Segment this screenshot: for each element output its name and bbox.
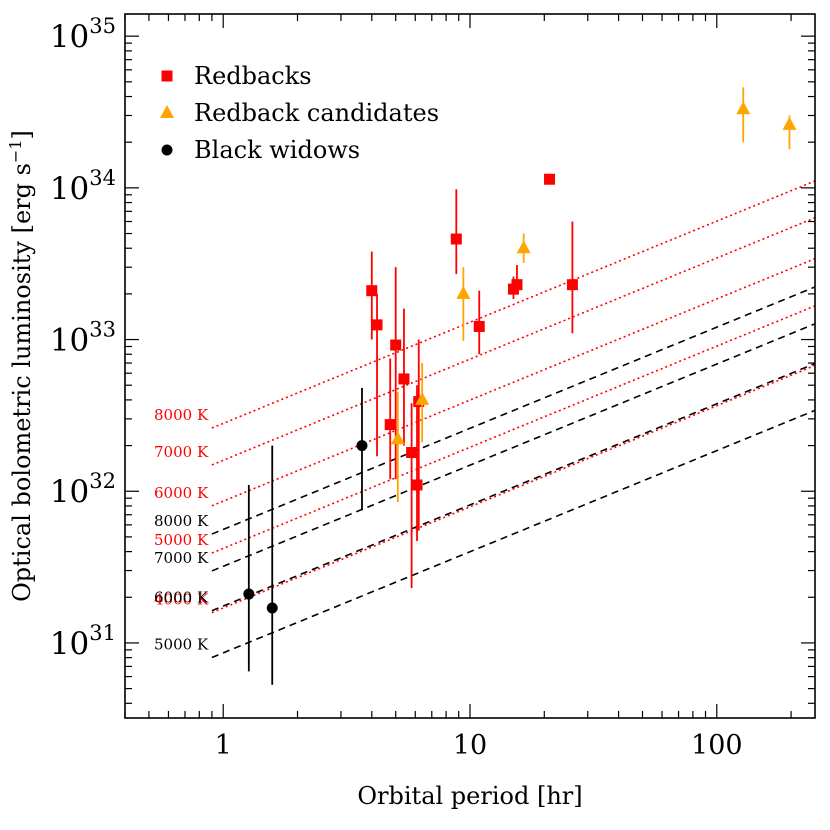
x-tick-label: 100 (691, 730, 743, 761)
isotherm-label: 5000 K (154, 531, 209, 549)
isotherm-labels: 8000 K 7000 K 6000 K 5000 K 4000 K 8000 K 7000… (154, 406, 209, 653)
redbacks-point (566, 279, 578, 291)
plot-frame (124, 13, 816, 719)
x-tick-label: 10 (453, 730, 487, 761)
isotherm-line (211, 257, 815, 507)
isotherm-lines (211, 180, 815, 659)
isotherm-line (211, 364, 815, 614)
y-axis-label-exponent: −1 (6, 139, 25, 163)
y-tick-label: 1033 (50, 318, 116, 359)
redback-candidates-point (782, 116, 797, 130)
redbacks-point (366, 285, 378, 297)
isotherm-label: 6000 K (154, 589, 209, 607)
redback-candidates-point (736, 101, 751, 115)
redbacks-point (544, 173, 556, 185)
y-tick-label: 1031 (50, 621, 116, 662)
isotherm-label: 5000 K (154, 635, 209, 653)
redbacks-point (384, 419, 396, 431)
redbacks-point (406, 447, 418, 459)
isotherm-label: 6000 K (154, 484, 209, 502)
y-tick-label: 1032 (50, 469, 116, 510)
legend-label: Redback candidates (194, 99, 439, 127)
y-tick-label-base: 10 (50, 474, 89, 510)
isotherm-line (211, 409, 815, 659)
x-axis-label: Orbital period [hr] (357, 782, 582, 810)
redbacks-point (411, 479, 423, 491)
redback-candidates-point (456, 285, 471, 299)
isotherm-label: 8000 K (154, 512, 209, 530)
isotherm-label: 8000 K (154, 406, 209, 424)
redback-candidates-point (516, 240, 531, 254)
y-axis-label-end: ] (8, 130, 36, 139)
legend: Redbacks Redback candidates Black widows (160, 62, 439, 164)
black-widows-point (266, 602, 278, 614)
isotherm-line (211, 286, 815, 535)
isotherm-label: 4000 K (154, 591, 209, 609)
y-tick-label-base: 10 (50, 323, 89, 359)
redbacks-point (473, 320, 485, 332)
y-axis-label-text: Optical bolometric luminosity [erg s (8, 163, 36, 602)
redbacks-point (511, 279, 523, 291)
isotherm-label: 7000 K (154, 549, 209, 567)
isotherm-line (211, 362, 815, 612)
y-tick-label-exponent: 34 (89, 166, 116, 190)
y-tick-label: 1035 (50, 14, 116, 55)
y-tick-label-exponent: 31 (89, 621, 116, 645)
y-tick-label-base: 10 (50, 626, 89, 662)
y-tick-label-exponent: 33 (89, 318, 116, 342)
legend-label: Black widows (194, 136, 360, 164)
isotherm-line (211, 180, 815, 429)
y-tick-label-base: 10 (50, 19, 89, 55)
y-tick-label-exponent: 35 (89, 14, 116, 38)
redbacks-legend-marker (161, 70, 173, 82)
redback-candidates-point (390, 431, 405, 445)
isotherm-label: 7000 K (154, 443, 209, 461)
black-widows-point (243, 588, 255, 600)
y-axis-label: Optical bolometric luminosity [erg s−1] (6, 130, 36, 602)
redback-candidates-point (415, 391, 430, 405)
redbacks-point (371, 319, 383, 331)
legend-label: Redbacks (194, 62, 312, 90)
redbacks-point (390, 339, 402, 351)
redback-candidates-legend-marker (160, 105, 174, 118)
isotherm-line (211, 217, 815, 466)
black-widows-legend-marker (161, 144, 173, 156)
isotherm-line (211, 323, 815, 572)
y-tick-label-exponent: 32 (89, 469, 116, 493)
isotherm-line (211, 305, 815, 554)
y-tick-label-base: 10 (50, 171, 89, 207)
y-tick-label: 1034 (50, 166, 116, 207)
x-tick-label: 1 (215, 730, 232, 761)
black-widows-point (356, 440, 368, 452)
redbacks-point (450, 233, 462, 245)
redbacks-point (398, 373, 410, 385)
data-points (243, 87, 797, 685)
